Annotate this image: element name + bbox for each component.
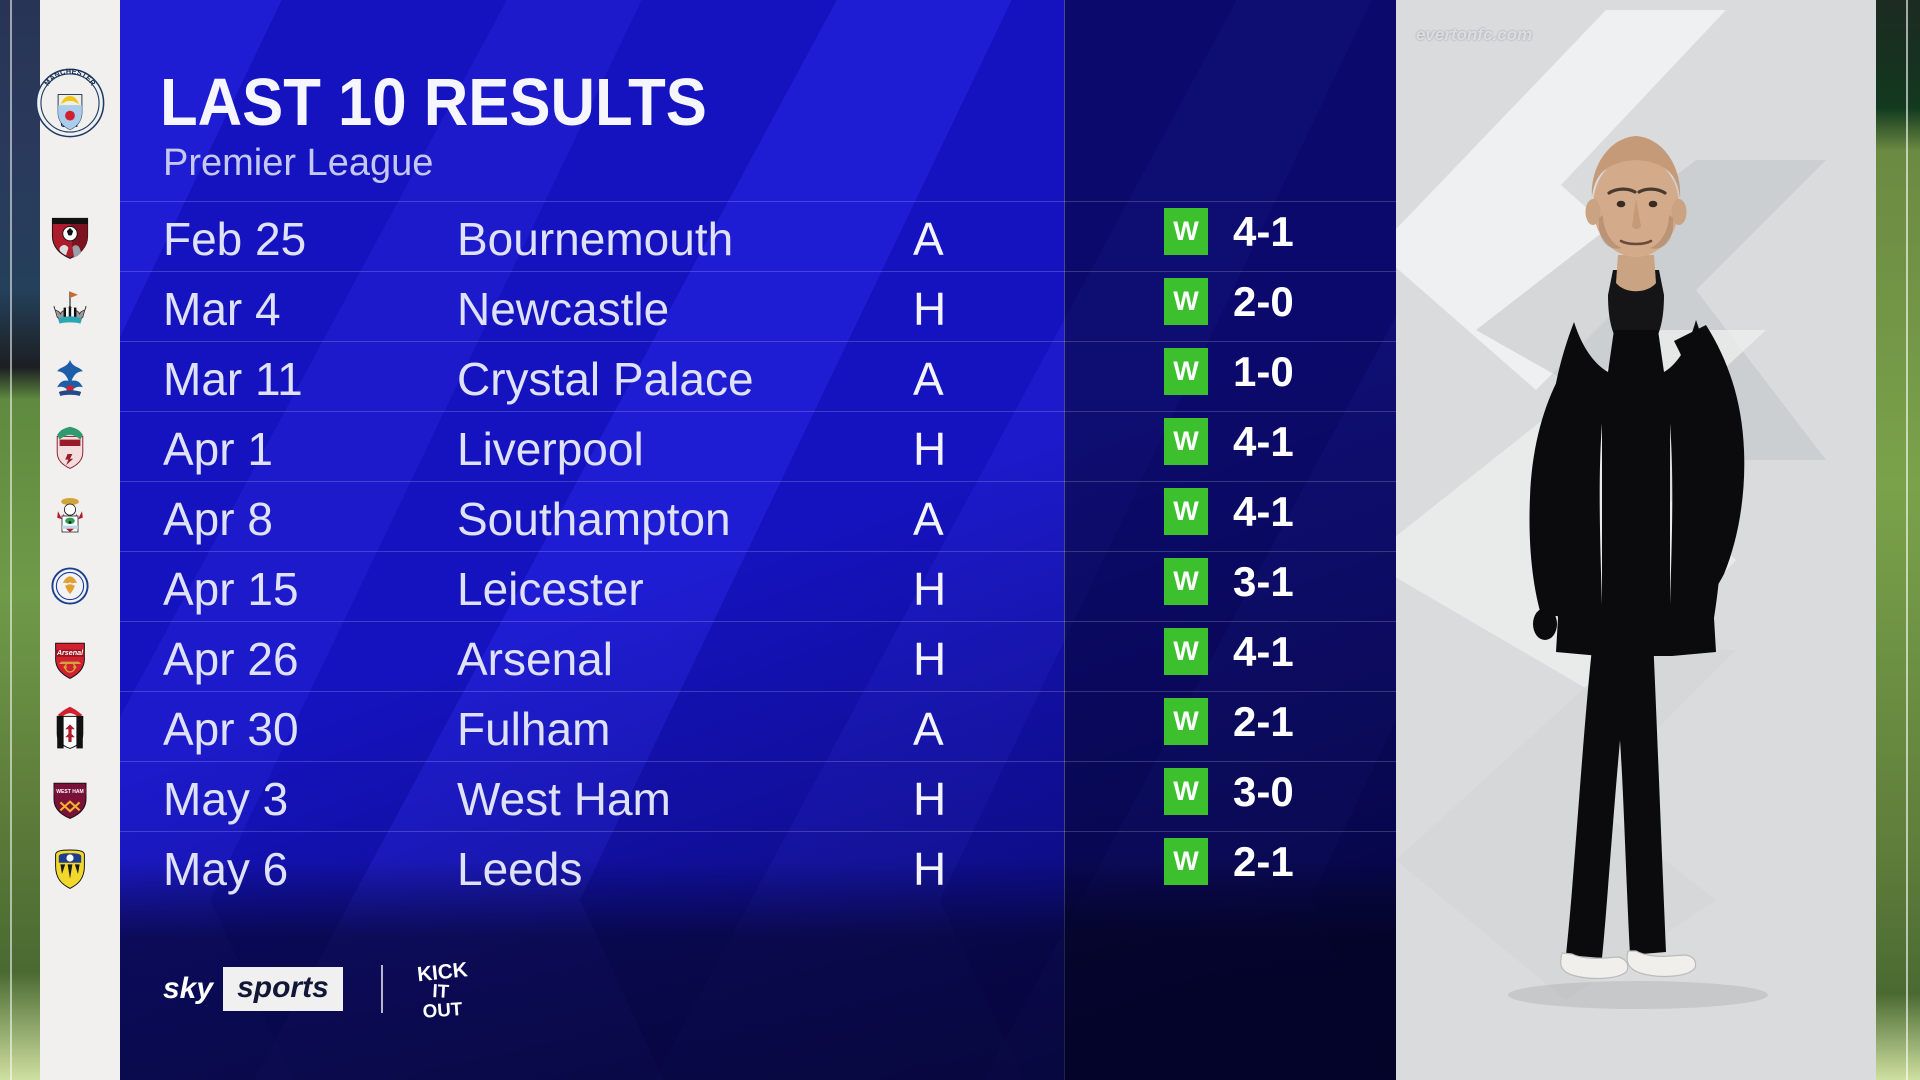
svg-text:OUT: OUT	[422, 998, 464, 1022]
svg-text:WEST HAM: WEST HAM	[56, 789, 83, 795]
svg-text:Arsenal: Arsenal	[56, 648, 84, 657]
